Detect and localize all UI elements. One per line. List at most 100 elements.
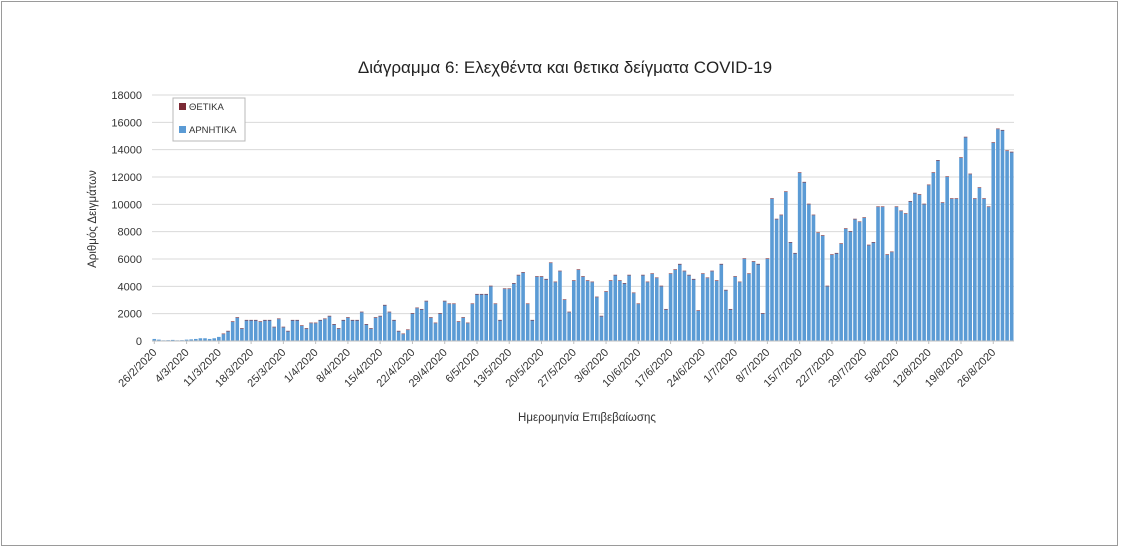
bar-positive	[724, 289, 728, 291]
bar-negative	[742, 259, 747, 341]
bar-negative	[516, 275, 521, 341]
bar-positive	[604, 291, 608, 292]
bar-negative	[313, 323, 318, 341]
bar-negative	[230, 321, 235, 341]
bar-negative	[193, 338, 198, 341]
bar-negative	[996, 129, 1000, 341]
bar-positive	[1000, 129, 1005, 131]
y-tick-label: 12000	[111, 172, 142, 184]
y-tick-label: 6000	[118, 254, 142, 266]
bar-positive	[318, 319, 323, 321]
bar-negative	[249, 320, 253, 341]
bar-negative	[327, 316, 332, 341]
bar-negative	[797, 172, 802, 341]
bar-negative	[650, 274, 654, 341]
bar-positive	[867, 244, 871, 246]
bar-negative	[309, 323, 313, 341]
bar-negative	[890, 252, 894, 341]
bar-negative	[548, 263, 553, 341]
bar-positive	[341, 319, 346, 321]
bars	[152, 128, 1014, 341]
y-tick-label: 14000	[111, 145, 142, 157]
bar-negative	[539, 276, 544, 341]
bar-positive	[378, 315, 382, 317]
bar-negative	[668, 274, 673, 341]
bar-negative	[1009, 152, 1014, 341]
bar-positive	[830, 254, 834, 255]
bar-positive	[936, 160, 940, 161]
bar-positive	[323, 318, 327, 320]
bar-positive	[890, 251, 894, 253]
bar-positive	[622, 283, 627, 284]
bar-positive	[438, 313, 442, 314]
bar-negative	[945, 177, 949, 341]
bar-negative	[830, 254, 834, 341]
bar-negative	[963, 137, 968, 341]
bar-negative	[751, 261, 756, 341]
bar-positive	[982, 198, 986, 199]
bar-positive	[678, 263, 682, 265]
bar-negative	[203, 338, 207, 341]
bar-negative	[525, 304, 530, 341]
bar-negative	[258, 321, 263, 341]
bar-positive	[392, 319, 396, 321]
bar-positive	[585, 280, 590, 281]
bar-positive	[539, 276, 544, 277]
bar-positive	[290, 319, 295, 321]
bar-negative	[954, 198, 959, 341]
bar-positive	[848, 231, 853, 232]
bar-negative	[359, 312, 364, 341]
bar-positive	[627, 274, 631, 276]
bar-positive	[336, 328, 341, 329]
bar-negative	[475, 294, 479, 341]
bar-negative	[793, 253, 797, 341]
bar-positive	[230, 321, 235, 322]
bar-positive	[309, 322, 313, 324]
bar-negative	[576, 269, 581, 341]
bar-positive	[807, 203, 811, 205]
bar-negative	[636, 304, 641, 341]
bar-positive	[608, 280, 613, 281]
bar-negative	[470, 304, 475, 341]
bar-negative	[816, 233, 820, 341]
bar-positive	[839, 243, 843, 244]
bar-positive	[705, 277, 710, 279]
bar-positive	[728, 308, 733, 310]
bar-positive	[797, 172, 802, 173]
bar-negative	[198, 338, 203, 341]
bar-positive	[820, 235, 825, 236]
bar-positive	[751, 261, 756, 262]
bar-positive	[917, 194, 922, 195]
bar-negative	[562, 300, 567, 341]
y-tick-label: 2000	[118, 309, 142, 321]
bar-negative	[276, 319, 281, 341]
bar-positive	[908, 201, 913, 202]
bar-negative	[862, 218, 866, 341]
bar-negative	[986, 207, 991, 341]
bar-negative	[802, 182, 807, 341]
bar-positive	[369, 328, 373, 329]
bar-negative	[774, 219, 779, 341]
bar-negative	[207, 338, 212, 341]
bar-negative	[917, 194, 922, 341]
bar-negative	[1000, 130, 1005, 341]
bar-negative	[894, 207, 899, 341]
bar-negative	[673, 269, 677, 341]
bar-positive	[493, 303, 498, 305]
legend: ΘΕΤΙΚΑ ΑΡΝΗΤΙΚΑ	[172, 97, 246, 142]
bar-positive	[558, 270, 562, 272]
bar-negative	[535, 276, 539, 341]
bar-negative	[839, 243, 843, 341]
bar-negative	[705, 278, 710, 341]
bar-positive	[512, 283, 516, 284]
bar-positive	[562, 299, 567, 300]
bar-positive	[885, 254, 890, 255]
bar-positive	[433, 322, 438, 324]
bar-negative	[590, 282, 595, 341]
bar-positive	[853, 218, 857, 220]
bar-positive	[931, 172, 936, 173]
bar-positive	[816, 232, 820, 234]
bar-positive	[272, 326, 276, 328]
bar-positive	[295, 319, 300, 321]
bar-positive	[300, 325, 304, 326]
